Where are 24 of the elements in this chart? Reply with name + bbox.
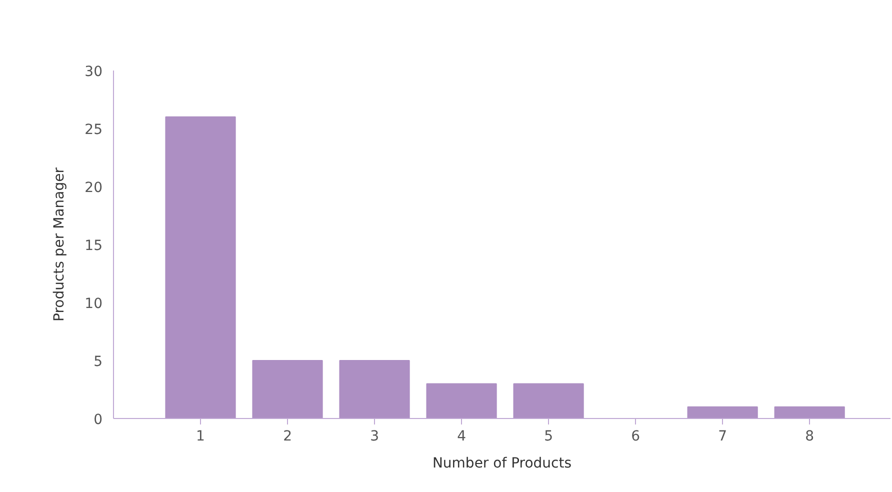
x-tick-label: 5 xyxy=(544,428,554,444)
x-tick-label: 7 xyxy=(718,428,728,444)
bar xyxy=(165,116,236,418)
y-tick-label: 10 xyxy=(84,296,103,312)
y-tick-label: 25 xyxy=(84,122,103,138)
y-tick-label: 15 xyxy=(84,238,103,254)
x-tick-label: 6 xyxy=(631,428,640,444)
x-tick-label: 8 xyxy=(805,428,814,444)
bar xyxy=(426,383,497,418)
y-tick-label: 20 xyxy=(84,180,103,196)
x-tick-label: 3 xyxy=(370,428,379,444)
bar xyxy=(252,360,323,418)
bar xyxy=(774,406,845,418)
x-tick-label: 4 xyxy=(457,428,466,444)
bar xyxy=(513,383,584,418)
x-axis-title: Number of Products xyxy=(432,456,572,472)
y-axis-title: Products per Manager xyxy=(52,167,68,322)
bar xyxy=(687,406,758,418)
bar xyxy=(339,360,410,418)
y-tick-label: 0 xyxy=(94,412,103,428)
y-tick-label: 5 xyxy=(94,354,103,370)
y-tick-label: 30 xyxy=(84,64,103,80)
x-tick-label: 2 xyxy=(283,428,292,444)
x-tick-label: 1 xyxy=(196,428,205,444)
